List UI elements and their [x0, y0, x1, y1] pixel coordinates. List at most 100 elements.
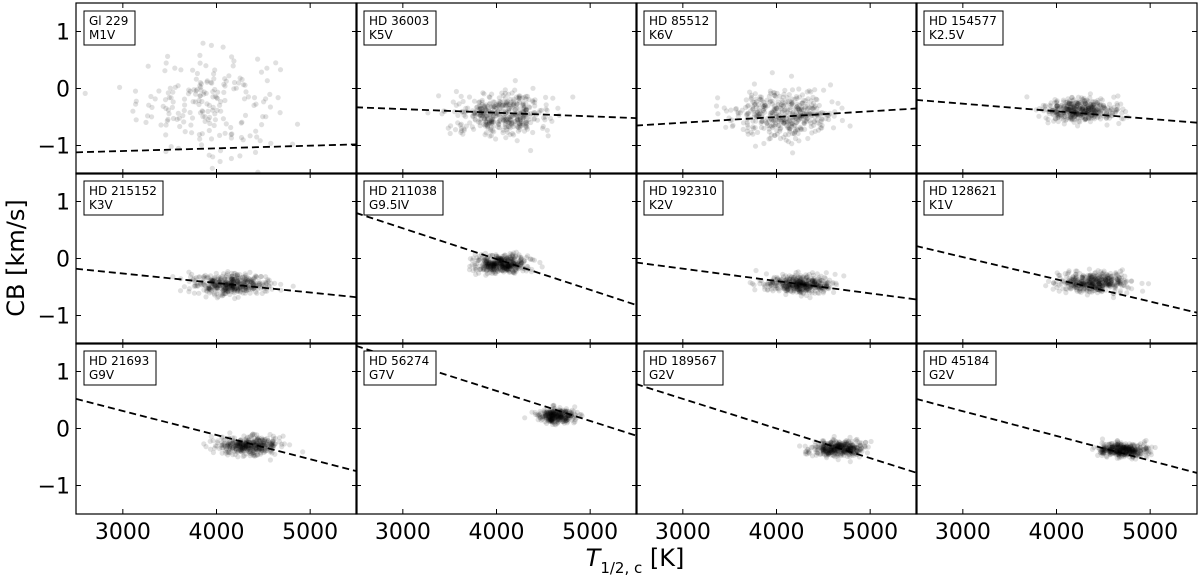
data-point [715, 111, 721, 117]
data-point [1090, 280, 1096, 286]
data-point [827, 447, 833, 453]
data-point [204, 78, 210, 84]
data-point [1091, 116, 1097, 122]
data-point [491, 261, 497, 267]
data-point [749, 281, 756, 287]
data-point [494, 261, 500, 267]
data-point [249, 279, 255, 285]
data-point [1126, 446, 1132, 452]
data-point [507, 265, 513, 271]
data-point [232, 439, 238, 445]
data-point [168, 144, 174, 150]
data-point [267, 431, 273, 438]
data-point [766, 129, 772, 135]
data-point [207, 286, 213, 292]
data-point [1121, 444, 1127, 450]
data-point [253, 452, 259, 459]
data-point [777, 281, 783, 287]
data-point [212, 93, 218, 99]
data-point [234, 278, 241, 285]
data-point [1104, 282, 1110, 288]
data-point [815, 445, 821, 451]
data-point [1115, 443, 1121, 449]
data-point [840, 449, 846, 455]
data-point [797, 108, 803, 114]
data-point [550, 414, 556, 420]
data-point [744, 120, 750, 126]
data-point [530, 98, 536, 104]
data-point [1102, 277, 1108, 283]
data-point [1086, 277, 1092, 284]
data-point [1075, 106, 1081, 113]
data-point [209, 284, 215, 290]
data-point [234, 288, 241, 294]
data-point [258, 273, 264, 280]
data-point [222, 83, 228, 89]
data-point [518, 261, 524, 267]
data-point [199, 98, 205, 105]
data-point [481, 91, 487, 97]
data-point [216, 446, 223, 452]
data-point [117, 84, 123, 90]
data-point [843, 444, 849, 450]
data-point [823, 453, 830, 459]
data-point [795, 283, 801, 289]
data-point [503, 265, 509, 271]
data-point [767, 280, 773, 286]
data-point [1071, 280, 1077, 286]
data-point [202, 114, 208, 120]
data-point [192, 278, 198, 284]
data-point [822, 448, 829, 454]
data-point [811, 119, 817, 125]
data-point [1091, 281, 1097, 287]
data-point [557, 414, 563, 421]
data-point [1075, 100, 1081, 107]
data-point [796, 281, 802, 287]
data-point [1086, 266, 1092, 272]
star-name: HD 215152 [89, 184, 157, 198]
data-point [487, 270, 493, 276]
data-point [498, 258, 504, 264]
data-point [829, 449, 835, 455]
data-point [1108, 277, 1115, 283]
data-point [1116, 275, 1122, 281]
data-point [735, 113, 741, 119]
data-point [1093, 109, 1099, 115]
data-point [500, 262, 506, 268]
data-point [826, 451, 832, 457]
data-point [1093, 275, 1099, 281]
data-point [224, 283, 231, 289]
data-point [265, 277, 271, 283]
data-point [236, 275, 242, 281]
data-point [518, 120, 524, 127]
data-point [496, 121, 502, 127]
data-point [1121, 447, 1127, 453]
data-point [772, 107, 778, 113]
data-point [1089, 104, 1095, 110]
data-point [794, 289, 800, 295]
data-point [249, 436, 255, 442]
data-point [784, 123, 790, 129]
data-point [831, 440, 837, 446]
data-point [1098, 107, 1104, 113]
data-point [762, 286, 768, 292]
x-tick-label: 4000 [469, 520, 525, 545]
data-point [769, 281, 776, 287]
data-point [810, 272, 816, 278]
data-point [231, 270, 237, 277]
data-point [486, 263, 492, 269]
data-point [191, 87, 197, 93]
data-point [240, 274, 246, 280]
data-point [1091, 101, 1097, 107]
data-point [1098, 276, 1104, 282]
data-point [509, 269, 516, 275]
data-point [254, 436, 261, 442]
data-point [479, 97, 485, 103]
data-point [1084, 278, 1090, 284]
data-point [806, 281, 812, 287]
data-point [221, 291, 227, 297]
data-point [270, 436, 277, 442]
